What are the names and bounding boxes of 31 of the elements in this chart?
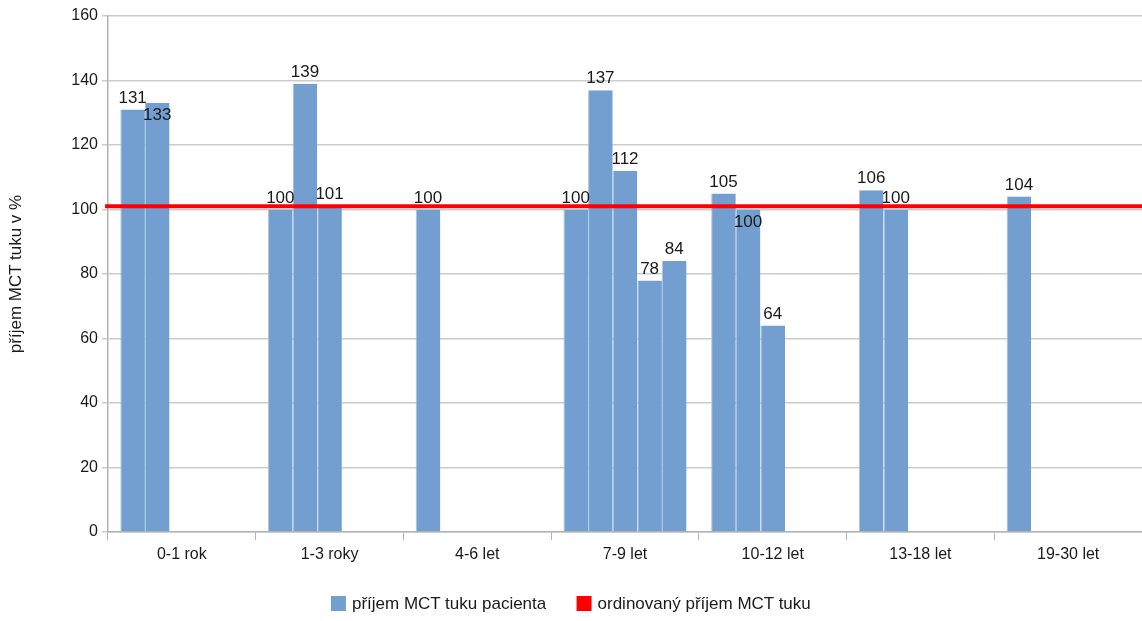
x-tick-label: 1-3 roky — [300, 545, 359, 563]
x-tick-label: 19-30 let — [1037, 545, 1100, 563]
data-label: 139 — [290, 61, 320, 81]
y-tick-label: 40 — [80, 393, 99, 411]
y-tick-label: 80 — [80, 264, 99, 282]
data-label: 131 — [118, 87, 147, 107]
y-axis-title: příjem MCT tuku v % — [5, 194, 25, 354]
x-tick-label: 4-6 let — [455, 545, 501, 563]
y-tick-label: 160 — [71, 6, 99, 24]
data-label: 137 — [586, 68, 615, 88]
legend-label: příjem MCT tuku pacienta — [351, 594, 547, 614]
y-tick-label: 140 — [71, 70, 99, 88]
y-tick-label: 0 — [89, 522, 99, 540]
data-label: 105 — [709, 171, 738, 191]
data-label: 112 — [611, 148, 639, 168]
data-label: 84 — [664, 239, 684, 259]
x-tick-label: 0-1 rok — [156, 545, 208, 563]
data-label: 106 — [857, 168, 886, 188]
data-label: 64 — [763, 303, 783, 323]
data-label: 104 — [1004, 174, 1034, 194]
legend-label: ordinovaný příjem MCT tuku — [597, 594, 811, 614]
y-tick-label: 120 — [71, 135, 99, 153]
y-tick-label: 60 — [80, 328, 99, 346]
y-tick-label: 100 — [71, 199, 99, 217]
data-label: 100 — [266, 187, 295, 207]
y-tick-label: 20 — [80, 457, 99, 475]
data-label: 78 — [640, 258, 660, 278]
x-tick-label: 10-12 let — [741, 545, 805, 563]
x-tick-label: 13-18 let — [889, 545, 953, 563]
data-label: 100 — [413, 187, 443, 207]
x-tick-label: 7-9 let — [602, 545, 648, 563]
